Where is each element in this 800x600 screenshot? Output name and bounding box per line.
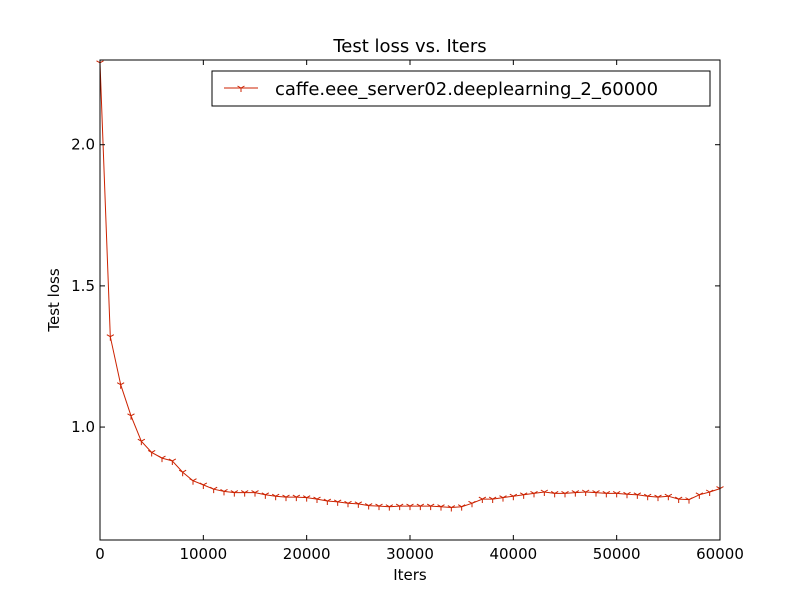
y-axis-label: Test loss	[45, 268, 63, 332]
x-tick-label: 0	[95, 545, 105, 563]
data-point	[592, 490, 600, 497]
data-point	[468, 500, 476, 508]
data-point	[354, 501, 363, 508]
data-point	[240, 490, 249, 497]
data-point	[633, 492, 642, 499]
data-point	[643, 493, 652, 501]
data-point	[147, 450, 156, 457]
x-tick-label: 60000	[696, 545, 744, 563]
data-point	[364, 503, 373, 510]
data-point	[406, 503, 414, 511]
data-point	[375, 503, 383, 511]
legend-box	[211, 70, 711, 107]
data-point	[437, 504, 445, 511]
data-point	[561, 490, 569, 498]
data-point	[199, 482, 208, 489]
y-tick-label: 1.0	[71, 418, 95, 436]
data-point	[705, 489, 714, 496]
data-point	[664, 493, 673, 501]
x-tick-label: 20000	[283, 545, 331, 563]
data-point	[385, 504, 394, 511]
data-point	[416, 503, 425, 511]
data-point	[313, 496, 321, 504]
x-tick-label: 30000	[386, 545, 434, 563]
data-point	[550, 490, 559, 498]
legend-marker	[237, 85, 245, 92]
axis-ticks: 0 10000 20000 30000 40000 50000 60000 1.0 1.5 2.0	[71, 60, 744, 563]
x-tick-label: 40000	[489, 545, 537, 563]
data-point	[230, 490, 239, 497]
data-point	[695, 492, 704, 499]
data-point	[220, 489, 228, 496]
data-point	[251, 490, 259, 497]
data-point	[623, 491, 631, 499]
data-point	[488, 496, 497, 504]
data-point	[127, 413, 135, 420]
data-point	[261, 492, 270, 499]
chart-title: Test loss vs. Iters	[332, 36, 486, 57]
legend: caffe.eee_server02.deeplearning_2_60000	[211, 70, 711, 107]
data-point	[602, 490, 611, 498]
data-point	[282, 494, 290, 502]
data-point	[457, 504, 466, 511]
data-point	[323, 498, 332, 506]
data-point	[178, 469, 187, 477]
data-point	[654, 494, 662, 502]
data-point	[478, 496, 487, 504]
data-point	[302, 495, 311, 502]
data-point	[158, 455, 166, 463]
y-tick-label: 1.5	[71, 277, 95, 295]
data-point	[426, 503, 435, 511]
x-axis-label: Iters	[393, 566, 427, 584]
x-tick-label: 10000	[179, 545, 227, 563]
data-point	[106, 334, 115, 341]
x-tick-label: 50000	[593, 545, 641, 563]
data-point	[292, 494, 301, 502]
data-point	[674, 496, 683, 504]
data-point	[519, 492, 528, 499]
data-point	[540, 489, 549, 496]
data-point	[209, 486, 218, 494]
data-point	[189, 478, 197, 485]
data-point	[685, 497, 693, 504]
data-point	[612, 490, 621, 498]
data-point	[271, 493, 280, 501]
data-point	[581, 489, 590, 496]
y-tick-label: 2.0	[71, 136, 95, 154]
data-point	[530, 490, 538, 498]
data-point	[168, 458, 177, 465]
data-point	[447, 505, 456, 512]
data-point	[509, 493, 518, 501]
data-point	[333, 499, 342, 506]
plot-area	[96, 60, 724, 512]
data-point	[395, 503, 404, 511]
data-point	[116, 382, 125, 389]
data-point	[499, 495, 507, 502]
data-point	[137, 438, 146, 446]
data-point	[344, 500, 352, 508]
legend-entry-label: caffe.eee_server02.deeplearning_2_60000	[275, 79, 658, 100]
data-point	[571, 490, 580, 497]
